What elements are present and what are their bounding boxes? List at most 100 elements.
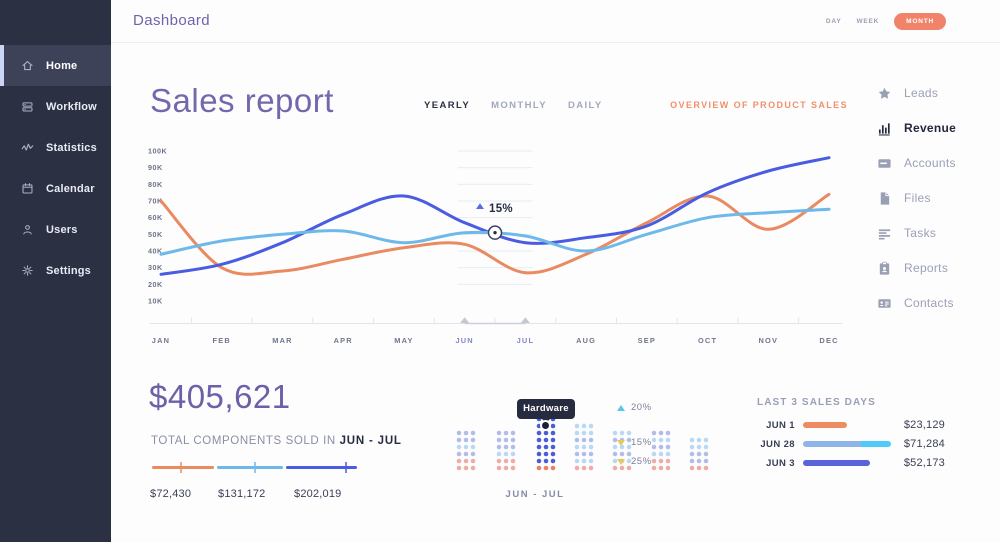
matrix-dot xyxy=(588,458,594,464)
band-handle-icon[interactable] xyxy=(520,317,530,323)
x-axis-label-apr: APR xyxy=(334,336,353,345)
matrix-dot xyxy=(703,458,709,464)
matrix-dot xyxy=(588,430,594,436)
matrix-dot xyxy=(550,430,556,436)
y-axis-label: 40K xyxy=(148,247,163,256)
sales-day-label: JUN 28 xyxy=(760,438,795,450)
sidebar-item-statistics[interactable]: Statistics xyxy=(0,127,111,168)
matrix-dot xyxy=(581,458,587,464)
range-button-day[interactable]: DAY xyxy=(825,18,842,25)
matrix-dot xyxy=(581,444,587,450)
sidebar-item-home[interactable]: Home xyxy=(0,45,111,86)
segment-tick-icon xyxy=(180,462,182,473)
dot-tooltip: Hardware xyxy=(517,399,575,423)
tab-yearly[interactable]: YEARLY xyxy=(424,100,471,111)
matrix-dot xyxy=(470,430,476,436)
sales-line-chart: 100K 90K 80K 70K 60K 50K 40K 30K 20K 10K JAN FEB MAR… xyxy=(148,147,842,345)
matrix-dot xyxy=(510,444,516,450)
matrix-dot xyxy=(510,451,516,457)
matrix-dot xyxy=(658,451,664,457)
sidebar-item-users[interactable]: Users xyxy=(0,209,111,250)
overview-link[interactable]: OVERVIEW OF PRODUCT SALES xyxy=(670,100,848,110)
matrix-dot xyxy=(581,423,587,429)
range-button-week[interactable]: WEEK xyxy=(856,18,880,25)
matrix-dot xyxy=(689,451,695,457)
matrix-dot xyxy=(619,451,625,457)
matrix-dot xyxy=(470,444,476,450)
right-menu: Leads Revenue Accounts Files Tasks Reports Con… xyxy=(876,84,956,312)
id-card-icon xyxy=(876,295,892,311)
right-menu-label: Reports xyxy=(904,261,949,275)
last-sales-rows: JUN 1 $23,129 JUN 28 $71,284 JUN 3 $52,173 xyxy=(748,419,945,469)
x-axis-label-jan: JAN xyxy=(152,336,170,345)
right-menu-label: Contacts xyxy=(904,296,954,310)
legend-triangle-icon xyxy=(617,439,625,446)
segment-tick-icon xyxy=(345,462,347,473)
right-menu-label: Accounts xyxy=(904,156,956,170)
matrix-dot xyxy=(612,444,618,450)
right-menu-label: Revenue xyxy=(904,121,957,135)
y-axis-label: 10K xyxy=(148,297,163,306)
dot-matrix-chart xyxy=(456,416,709,471)
right-menu-item-contacts[interactable]: Contacts xyxy=(876,294,956,312)
tab-monthly[interactable]: MONTHLY xyxy=(491,100,547,111)
matrix-dot xyxy=(543,451,549,457)
matrix-dot xyxy=(510,465,516,471)
matrix-dot xyxy=(550,465,556,471)
sales-value: $71,284 xyxy=(903,438,945,450)
matrix-dot xyxy=(463,430,469,436)
matrix-dot xyxy=(463,451,469,457)
matrix-dot xyxy=(626,430,632,436)
matrix-dot xyxy=(543,444,549,450)
x-axis-label-jul: JUL xyxy=(517,336,535,345)
matrix-dot xyxy=(696,458,702,464)
dot-chart-range-label: JUN - JUL xyxy=(505,489,565,500)
range-button-month[interactable]: MONTH xyxy=(894,13,946,30)
annotation-triangle-icon xyxy=(476,203,484,209)
sales-value: $52,173 xyxy=(903,457,945,469)
matrix-dot xyxy=(574,458,580,464)
segment-value: $72,430 xyxy=(150,488,192,500)
matrix-dot xyxy=(665,458,671,464)
right-menu-item-tasks[interactable]: Tasks xyxy=(876,224,956,242)
matrix-dot xyxy=(503,437,509,443)
matrix-dot xyxy=(612,430,618,436)
matrix-dot xyxy=(536,451,542,457)
sales-bar xyxy=(803,441,891,447)
segment-value: $131,172 xyxy=(218,488,266,500)
right-menu-item-files[interactable]: Files xyxy=(876,189,956,207)
matrix-dot xyxy=(703,437,709,443)
series-line-tertiary xyxy=(159,192,831,276)
matrix-dot xyxy=(689,465,695,471)
dot-tooltip-anchor[interactable] xyxy=(540,420,551,431)
component-segments-bar xyxy=(152,462,357,473)
x-axis-label-nov: NOV xyxy=(758,336,778,345)
sales-day-label: JUN 1 xyxy=(766,419,795,431)
matrix-dot xyxy=(510,430,516,436)
clipboard-icon xyxy=(876,260,892,276)
page-title: Sales report xyxy=(150,82,334,119)
sidebar-item-calendar[interactable]: Calendar xyxy=(0,168,111,209)
matrix-dot xyxy=(626,465,632,471)
right-menu-item-revenue[interactable]: Revenue xyxy=(876,119,956,137)
right-menu-item-accounts[interactable]: Accounts xyxy=(876,154,956,172)
x-axis-label-sep: SEP xyxy=(638,336,656,345)
matrix-dot xyxy=(665,465,671,471)
matrix-dot xyxy=(626,458,632,464)
matrix-dot xyxy=(470,458,476,464)
sales-bar-zone xyxy=(795,441,897,447)
tab-daily[interactable]: DAILY xyxy=(567,100,603,111)
matrix-dot xyxy=(696,444,702,450)
x-axis-label-dec: DEC xyxy=(819,336,838,345)
right-menu-item-leads[interactable]: Leads xyxy=(876,84,956,102)
right-menu-item-reports[interactable]: Reports xyxy=(876,259,956,277)
sidebar-item-settings[interactable]: Settings xyxy=(0,250,111,291)
sidebar-item-workflow[interactable]: Workflow xyxy=(0,86,111,127)
band-handle-icon[interactable] xyxy=(460,317,470,323)
matrix-dot xyxy=(456,465,462,471)
matrix-dot xyxy=(496,437,502,443)
sidebar-item-label: Statistics xyxy=(46,141,97,154)
matrix-dot xyxy=(503,444,509,450)
matrix-dot xyxy=(696,437,702,443)
